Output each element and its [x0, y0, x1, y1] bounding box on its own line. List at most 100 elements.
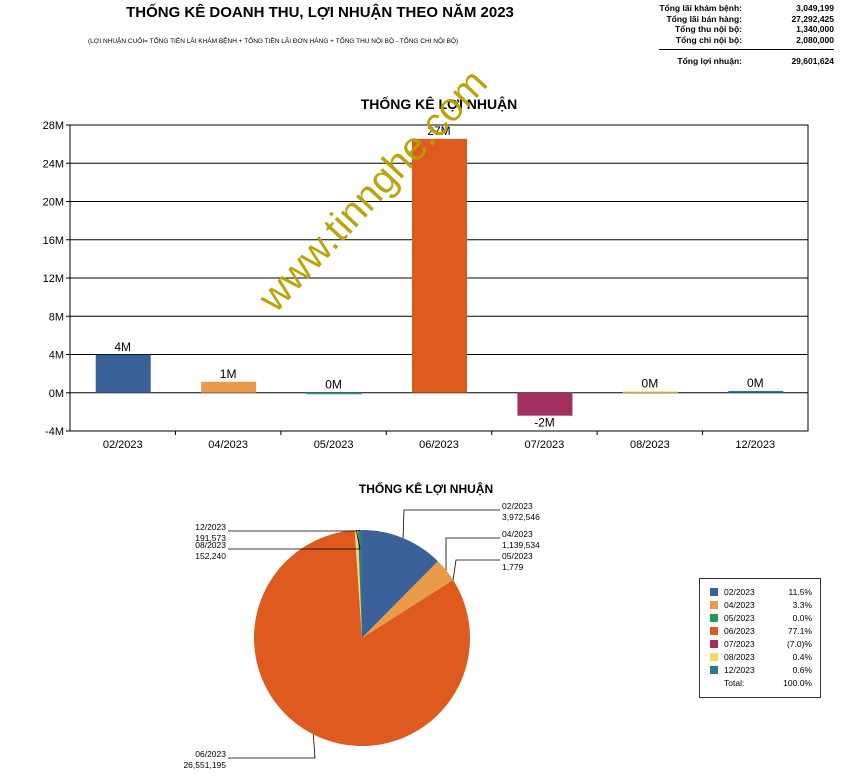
y-tick-label: 20M: [43, 197, 64, 209]
pie-callout-name: 12/2023: [195, 522, 226, 532]
pie-callout-name: 04/2023: [502, 529, 533, 539]
legend-percent: 77.1%: [787, 626, 812, 636]
y-tick-label: 8M: [49, 311, 64, 323]
pie-callout-value: 1,139,534: [502, 540, 540, 550]
bar-data-label: -2M: [534, 416, 555, 430]
pie-slice: [354, 530, 362, 638]
legend-swatch: [710, 588, 718, 596]
legend-percent: 11.5%: [788, 587, 812, 597]
y-tick-label: 28M: [43, 120, 64, 132]
pie-callout-name: 06/2023: [195, 749, 226, 759]
summary-total-row: Tổng lợi nhuận: 29,601,624: [659, 49, 834, 67]
pie-title: THỐNG KÊ LỢI NHUẬN: [359, 481, 493, 496]
legend-swatch: [710, 666, 718, 674]
pie-slice: [253, 530, 470, 746]
x-tick-label: 04/2023: [208, 439, 248, 451]
total-profit-label: Tổng lợi nhuận:: [659, 49, 760, 67]
legend-label: 12/2023: [724, 665, 755, 675]
legend-percent: 0.4%: [792, 652, 812, 662]
summary-row: Tổng chi nội bộ: 2,080,000: [659, 35, 834, 50]
bar: [201, 381, 257, 393]
pie-slice: [362, 530, 438, 638]
bar-data-label: 1M: [220, 367, 237, 381]
legend-label: 02/2023: [724, 587, 755, 597]
pie-leader-line: [228, 529, 361, 532]
y-tick-label: 24M: [43, 158, 64, 170]
bar-data-label: 0M: [642, 376, 659, 390]
legend-total-label: Total:: [724, 678, 745, 688]
legend-percent: (7.0)%: [786, 639, 812, 649]
summary-row: Tổng lãi bán hàng: 27,292,425: [659, 14, 834, 25]
summary-value: 1,340,000: [796, 24, 834, 34]
pie-leader-line: [452, 559, 500, 581]
x-tick-label: 06/2023: [419, 439, 459, 451]
x-tick-label: 08/2023: [630, 439, 670, 451]
bar-data-label: 0M: [325, 378, 342, 392]
legend-label: 08/2023: [724, 652, 755, 662]
summary-value: 27,292,425: [791, 13, 834, 24]
x-tick-label: 02/2023: [103, 439, 143, 451]
bar-data-label: 27M: [427, 124, 450, 138]
bar: [412, 138, 467, 393]
pie-callout-name: 05/2023: [502, 551, 533, 561]
bar-data-label: 0M: [747, 376, 764, 390]
y-tick-label: 0M: [49, 388, 64, 400]
summary-value: 3,049,199: [796, 3, 834, 13]
plot-frame: [69, 124, 809, 432]
pie-leader-line: [228, 530, 361, 550]
x-tick-label: 05/2023: [314, 439, 354, 451]
profit-bar-chart: THỐNG KÊ LỢI NHUẬN 28M 24M 20M 16M 12M 8M 4M 0M -…: [43, 95, 809, 451]
bar: [622, 391, 678, 393]
pie-callout-value: 3,972,546: [502, 512, 540, 522]
legend-label: 05/2023: [724, 613, 755, 623]
y-tick-label: 16M: [43, 235, 64, 247]
bar: [306, 392, 362, 395]
legend-swatch: [710, 640, 718, 648]
profit-formula: (LỢI NHUẬN CUỐI= TỔNG TIỀN LÃI KHÁM BỆNH…: [88, 38, 459, 45]
pie-callout-value: 26,551,195: [183, 760, 226, 770]
pie-slice: [362, 579, 454, 638]
legend-swatch: [710, 627, 718, 635]
legend-swatch: [710, 653, 718, 661]
pie-legend: 02/2023 11.5% 04/2023 3.3% 05/2023 0.0% 06/202…: [699, 578, 821, 698]
y-tick-label: -4M: [45, 426, 64, 438]
page-title: THỐNG KÊ DOANH THU, LỢI NHUẬN THEO NĂM 2…: [126, 4, 514, 21]
x-tick-label: 07/2023: [525, 439, 565, 451]
legend-percent: 0.6%: [792, 665, 812, 675]
legend-total-percent: 100.0%: [783, 678, 812, 688]
summary-value: 2,080,000: [796, 34, 834, 45]
bar: [728, 390, 784, 393]
summary-label: Tổng lãi khám bệnh:: [659, 3, 742, 13]
summary-label: Tổng thu nội bộ:: [674, 24, 742, 34]
pie-leader-line: [228, 734, 316, 759]
bar-data-label: 4M: [114, 340, 131, 354]
summary-label: Tổng lãi bán hàng:: [666, 13, 742, 24]
pie-callout-name: 02/2023: [502, 501, 533, 511]
pie-callout-value: 191,573: [195, 533, 226, 543]
summary-row: Tổng thu nội bộ: 1,340,000: [659, 24, 834, 35]
pie-callout-value: 152,240: [195, 551, 226, 561]
total-profit-value: 29,601,624: [760, 49, 834, 67]
y-tick-label: 4M: [49, 350, 64, 362]
legend-label: 06/2023: [724, 626, 755, 636]
bar: [517, 392, 573, 416]
legend-label: 07/2023: [724, 639, 755, 649]
legend-swatch: [710, 601, 718, 609]
pie-slice: [357, 530, 362, 638]
summary-panel: Tổng lãi khám bệnh: 3,049,199 Tổng lãi bá…: [659, 3, 834, 67]
y-tick-label: 12M: [43, 273, 64, 285]
legend-label: 04/2023: [724, 600, 755, 610]
pie-leader-line: [445, 537, 500, 571]
bar: [95, 354, 151, 393]
legend-percent: 3.3%: [792, 600, 812, 610]
pie-callout-value: 1,779: [502, 562, 524, 572]
pie-leader-line: [402, 509, 500, 539]
legend-swatch: [710, 614, 718, 622]
x-tick-label: 12/2023: [735, 439, 775, 451]
pie-callout-name: 08/2023: [195, 540, 226, 550]
chart-title: THỐNG KÊ LỢI NHUẬN: [361, 95, 518, 112]
pie-slice: [362, 561, 454, 638]
summary-row: Tổng lãi khám bệnh: 3,049,199: [659, 3, 834, 14]
legend-percent: 0.0%: [792, 613, 812, 623]
